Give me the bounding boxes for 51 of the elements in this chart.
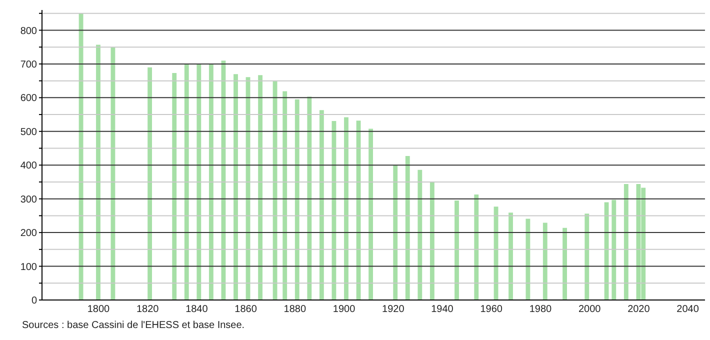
x-tick-label: 1900 bbox=[332, 304, 356, 316]
x-tick-label: 1860 bbox=[234, 304, 258, 316]
bar bbox=[405, 156, 410, 300]
y-tick-label: 600 bbox=[20, 93, 38, 104]
y-tick-label: 400 bbox=[20, 160, 38, 172]
bar bbox=[430, 182, 434, 300]
bar bbox=[172, 73, 177, 300]
bar bbox=[234, 74, 238, 300]
x-tick-label: 1940 bbox=[431, 304, 454, 316]
bar bbox=[78, 13, 84, 300]
source-note: Sources : base Cassini de l'EHESS et base Insee. bbox=[22, 320, 246, 331]
x-tick-label: 1800 bbox=[87, 304, 110, 316]
bar bbox=[282, 91, 288, 300]
bar bbox=[148, 67, 152, 300]
y-tick-label: 300 bbox=[20, 194, 38, 206]
y-tick-label: 500 bbox=[20, 126, 38, 138]
bar bbox=[368, 128, 374, 300]
x-tick-label: 1920 bbox=[382, 304, 405, 316]
bar bbox=[584, 214, 590, 300]
bar bbox=[612, 200, 616, 300]
y-tick-label: 700 bbox=[20, 60, 38, 71]
x-tick-label: 2020 bbox=[628, 304, 650, 316]
y-tick-label: 100 bbox=[20, 262, 38, 273]
bar bbox=[319, 110, 324, 300]
bar bbox=[508, 212, 513, 300]
x-tick-label: 1980 bbox=[529, 304, 552, 316]
bar bbox=[474, 194, 479, 300]
bar bbox=[294, 99, 300, 300]
y-tick-label: 200 bbox=[20, 228, 38, 240]
bar bbox=[454, 200, 459, 300]
bar bbox=[562, 228, 567, 300]
bar bbox=[208, 64, 214, 300]
y-tick-label: 800 bbox=[20, 26, 38, 37]
x-tick-label: 2000 bbox=[578, 304, 602, 316]
x-tick-label: 1960 bbox=[480, 304, 503, 316]
x-tick-label: 1880 bbox=[284, 304, 306, 316]
x-tick-label: 1820 bbox=[136, 304, 160, 316]
y-tick-label: 0 bbox=[31, 296, 38, 307]
bar bbox=[418, 170, 422, 300]
bar bbox=[96, 44, 100, 300]
bar bbox=[344, 117, 348, 300]
bar bbox=[542, 222, 548, 300]
bar bbox=[393, 165, 398, 300]
bar bbox=[184, 64, 189, 300]
bar bbox=[526, 218, 530, 300]
bar bbox=[196, 64, 202, 300]
x-tick-label: 1840 bbox=[186, 304, 208, 316]
bar bbox=[258, 75, 263, 300]
x-tick-label: 2040 bbox=[676, 304, 700, 316]
bar bbox=[307, 96, 312, 300]
bar bbox=[624, 184, 628, 300]
